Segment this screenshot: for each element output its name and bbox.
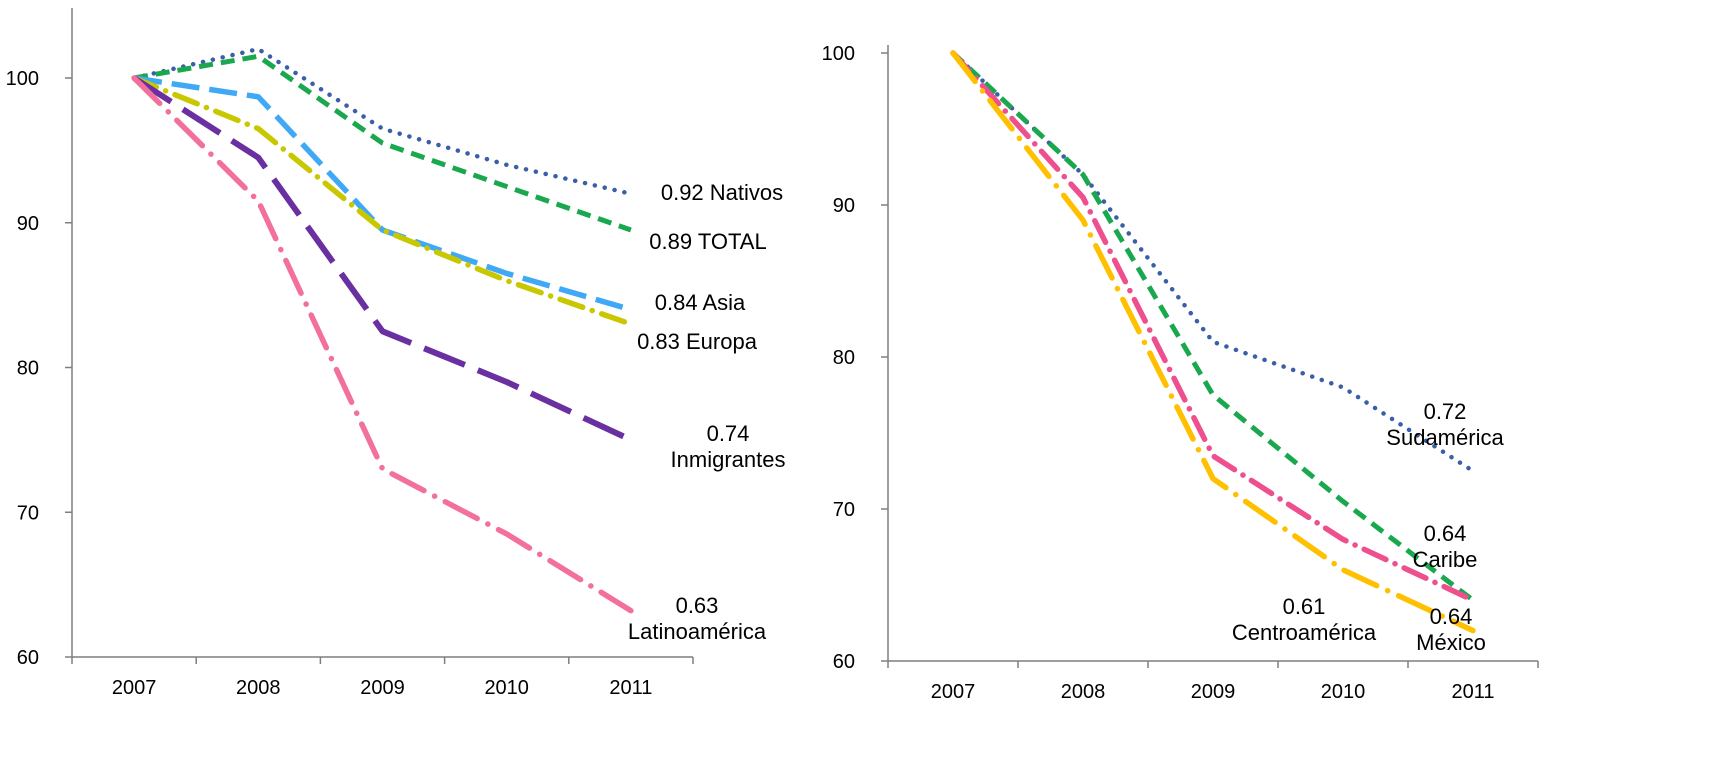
series-line-asia — [133, 75, 632, 313]
y-tick-label: 100 — [6, 68, 39, 90]
x-tick-label: 2007 — [931, 681, 976, 703]
series-line-europa — [131, 75, 634, 327]
x-tick-label: 2011 — [1451, 681, 1494, 703]
series-label: 0.63 Latinoamérica — [628, 593, 767, 644]
x-tick-label: 2009 — [1191, 681, 1236, 703]
y-tick-label: 60 — [833, 651, 855, 673]
series-label: 0.84 Asia — [655, 290, 746, 315]
series-label: 0.74 Inmigrantes — [671, 421, 786, 472]
series-line-total — [133, 53, 632, 233]
y-tick-label: 70 — [833, 499, 855, 521]
series-label: 0.92 Nativos — [661, 180, 783, 205]
series-line-m-xico — [950, 50, 1476, 603]
y-tick-label: 80 — [17, 358, 39, 380]
x-tick-label: 2011 — [609, 677, 652, 699]
series-label: 0.64 México — [1416, 604, 1486, 655]
x-tick-label: 2010 — [1321, 681, 1366, 703]
x-tick-label: 2010 — [484, 677, 529, 699]
series-label: 0.89 TOTAL — [649, 229, 766, 254]
y-tick-label: 90 — [17, 213, 39, 235]
y-tick-label: 100 — [822, 43, 855, 65]
y-tick-label: 60 — [17, 647, 39, 669]
series-line-caribe — [951, 51, 1475, 603]
x-tick-label: 2008 — [236, 677, 281, 699]
chart-panel-1: 60 70 80 90 100 2007 2008 2009 2010 2011 0.92 Nati… — [6, 8, 786, 699]
series-label: 0.64 Caribe — [1413, 521, 1478, 572]
x-tick-label: 2007 — [112, 677, 157, 699]
y-tick-label: 90 — [833, 195, 855, 217]
series-label: 0.72 Sudamérica — [1386, 399, 1504, 450]
series-label: 0.61 Centroamérica — [1232, 594, 1377, 645]
chart-panel-2: 60 70 80 90 100 2007 2008 2009 2010 2011 0.72 Sudam… — [822, 43, 1539, 703]
series-line-nativos — [131, 46, 634, 197]
series-line-latinoam-rica — [131, 75, 634, 614]
x-tick-label: 2009 — [360, 677, 405, 699]
y-tick-label: 70 — [17, 502, 39, 524]
series-label: 0.83 Europa — [637, 329, 758, 354]
y-tick-label: 80 — [833, 347, 855, 369]
series-line-sudam-rica — [950, 50, 1476, 474]
series-line-centroam-rica — [950, 50, 1476, 634]
x-tick-label: 2008 — [1061, 681, 1106, 703]
series-line-inmigrantes — [132, 75, 633, 443]
